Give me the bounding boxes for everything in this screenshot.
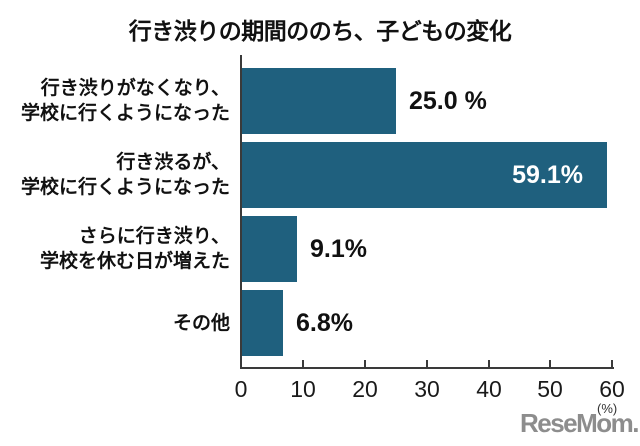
chart-title: 行き渋りの期間ののち、子どもの変化 [128,18,512,44]
resemom-logo: ReseMom. [519,408,640,438]
x-tick-label-30: 30 [414,376,440,402]
x-tick-label-20: 20 [352,376,378,402]
category-label-2-line-1: 行き渋るが、 [116,152,230,173]
category-label-4-line-1: その他 [172,312,230,334]
category-label-3: さらに行き渋り、 学校を休む日が増えた [0,216,230,282]
bar-3 [241,216,297,282]
x-tick-20 [364,360,366,368]
x-tick-50 [549,360,551,368]
category-label-3-line-1: さらに行き渋り、 [78,226,230,247]
category-label-2-line-2: 学校に行くようになった [20,177,230,198]
value-label-1: 25.0 % [409,86,487,115]
bar-2 [241,142,607,208]
x-axis-line [240,367,614,369]
category-label-1-line-2: 学校に行くようになった [20,103,230,124]
value-label-4: 6.8% [296,308,353,337]
x-tick-40 [488,360,490,368]
x-tick-30 [426,360,428,368]
x-tick-label-60: 60 [599,376,625,402]
category-label-1: 行き渋りがなくなり、 学校に行くようになった [0,68,230,134]
category-label-2: 行き渋るが、 学校に行くようになった [0,142,230,208]
bar-4 [241,290,283,356]
value-label-2: 59.1% [512,160,583,189]
x-tick-10 [302,360,304,368]
axis-unit-label: (%) [597,401,618,416]
category-label-3-line-2: 学校を休む日が増えた [39,251,230,272]
x-tick-0 [240,360,242,368]
y-axis-line [240,55,242,369]
x-tick-label-0: 0 [234,376,248,402]
bar-1 [241,68,396,134]
x-tick-label-10: 10 [290,376,316,402]
category-label-1-line-1: 行き渋りがなくなり、 [40,78,230,99]
x-tick-60 [611,360,613,368]
x-tick-label-50: 50 [537,376,563,402]
x-tick-label-40: 40 [476,376,502,402]
value-label-3: 9.1% [310,234,367,263]
category-label-4: その他 [0,290,230,356]
